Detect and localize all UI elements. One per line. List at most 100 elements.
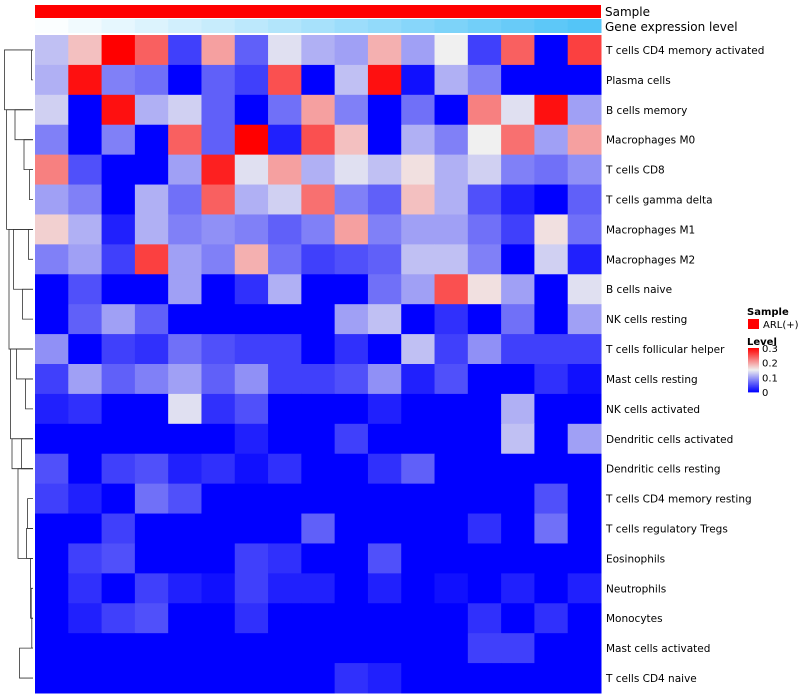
heatmap-cell xyxy=(268,543,302,574)
heatmap-cell xyxy=(201,154,236,186)
heatmap-cell xyxy=(301,364,336,395)
heatmap-cell xyxy=(234,304,269,335)
row-label: Monocytes xyxy=(606,613,663,625)
heatmap-cell xyxy=(567,633,602,664)
dendrogram-branch xyxy=(28,229,33,260)
legend-gradient-step xyxy=(748,364,759,366)
heatmap-cell xyxy=(501,423,535,455)
heatmap-cell xyxy=(501,184,535,215)
heatmap-cell xyxy=(501,64,535,96)
heatmap-cell xyxy=(68,35,103,66)
heatmap-cell xyxy=(168,124,202,156)
heatmap-cell xyxy=(501,94,535,126)
heatmap-cell xyxy=(234,543,269,574)
heatmap-cell xyxy=(567,364,602,395)
heatmap-cell xyxy=(301,393,336,425)
heatmap-cell xyxy=(434,214,469,245)
heatmap-cell xyxy=(501,483,535,515)
legend-gradient-step xyxy=(748,355,759,358)
heatmap-cell xyxy=(35,513,69,544)
gene-expression-level-cell xyxy=(168,19,202,33)
heatmap-cell xyxy=(68,274,103,305)
heatmap-cell xyxy=(501,244,535,275)
heatmap-cell xyxy=(467,633,502,664)
heatmap-cell xyxy=(334,214,369,245)
heatmap-cell xyxy=(467,364,502,395)
heatmap-cell xyxy=(534,94,569,126)
dendrogram-branch xyxy=(4,49,33,111)
heatmap-cell xyxy=(201,64,236,96)
dendrogram-branch xyxy=(11,438,33,470)
row-label: T cells CD8 xyxy=(605,165,665,177)
heatmap-cell xyxy=(334,35,369,66)
heatmap-cell xyxy=(467,35,502,66)
heatmap-cell xyxy=(534,244,569,275)
dendrogram-branch xyxy=(25,378,33,410)
heatmap-cell xyxy=(168,184,202,215)
dendrogram-branch xyxy=(10,348,33,440)
heatmap-cell xyxy=(68,543,103,574)
heatmap-cell xyxy=(268,184,302,215)
gene-expression-level-cell xyxy=(234,19,269,33)
heatmap-cell xyxy=(68,214,103,245)
heatmap-cell xyxy=(434,274,469,305)
heatmap-cell xyxy=(367,393,402,425)
heatmap-cell xyxy=(134,35,169,66)
dendrogram-branch xyxy=(17,468,33,559)
legend-gradient-step xyxy=(748,383,759,385)
heatmap-cell xyxy=(301,334,336,365)
gene-expression-annotation-bar xyxy=(35,19,602,33)
legend-level-ticks: 0.3 0.2 0.1 0 xyxy=(762,344,778,399)
heatmap-cell xyxy=(101,393,136,425)
legend-gradient-step xyxy=(748,359,759,361)
heatmap-cell xyxy=(134,214,169,245)
heatmap-cell xyxy=(268,154,302,186)
heatmap-cell xyxy=(101,334,136,365)
heatmap-cell xyxy=(534,334,569,365)
heatmap-cell xyxy=(68,603,103,634)
legend-gradient-step xyxy=(748,389,759,392)
row-label: Mast cells resting xyxy=(606,374,698,386)
heatmap-cell xyxy=(101,603,136,634)
heatmap-cell xyxy=(367,64,402,96)
dendrogram-branch xyxy=(19,647,33,679)
sample-annotation-label: Sample xyxy=(605,5,650,19)
heatmap-cell xyxy=(201,513,236,544)
heatmap-cell xyxy=(434,364,469,395)
heatmap-cell xyxy=(134,244,169,275)
heatmap-cell xyxy=(567,64,602,96)
heatmap-cell xyxy=(35,364,69,395)
heatmap-cell xyxy=(168,633,202,664)
heatmap-cell xyxy=(134,393,169,425)
row-label: T cells CD4 memory activated xyxy=(605,45,764,57)
legend-sample-swatch xyxy=(748,319,759,329)
heatmap-cell xyxy=(268,274,302,305)
heatmap-cell xyxy=(534,453,569,485)
heatmap-cell xyxy=(534,393,569,425)
heatmap-cell xyxy=(101,513,136,544)
heatmap-cell xyxy=(35,184,69,215)
heatmap-cell xyxy=(268,304,302,335)
row-label: Macrophages M0 xyxy=(606,135,695,147)
heatmap-cell xyxy=(168,64,202,96)
heatmap-cell xyxy=(367,663,402,694)
heatmap-cell xyxy=(467,64,502,96)
gene-expression-level-cell xyxy=(201,19,236,33)
heatmap-cell xyxy=(68,334,103,365)
heatmap-cell xyxy=(501,513,535,544)
heatmap-cell xyxy=(501,35,535,66)
heatmap-cell xyxy=(567,154,602,186)
heatmap-cell xyxy=(68,154,103,186)
legend-gradient-step xyxy=(748,376,759,379)
heatmap-cell xyxy=(268,214,302,245)
heatmap-cell xyxy=(467,244,502,275)
heatmap-cell xyxy=(567,393,602,425)
heatmap-cell xyxy=(201,214,236,245)
heatmap-cell xyxy=(401,334,436,365)
legend-gradient-step xyxy=(748,366,759,369)
heatmap-cell xyxy=(268,453,302,485)
gene-expression-level-cell xyxy=(35,19,69,33)
heatmap-cell xyxy=(234,184,269,215)
gene-expression-level-cell xyxy=(467,19,502,33)
heatmap-cell xyxy=(334,423,369,455)
